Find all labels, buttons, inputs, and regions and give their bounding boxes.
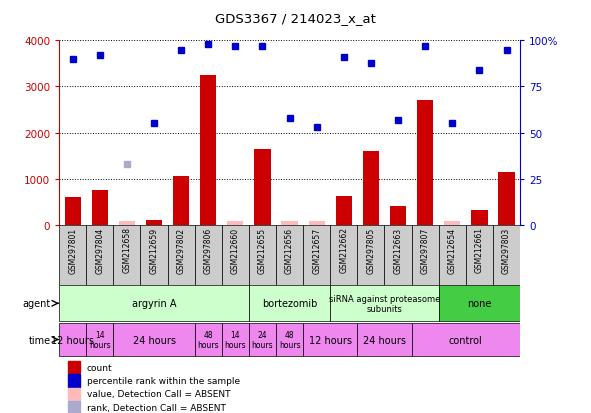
Text: 48
hours: 48 hours xyxy=(197,330,219,349)
Text: GSM297802: GSM297802 xyxy=(177,227,186,273)
Text: GSM212661: GSM212661 xyxy=(475,227,484,273)
Text: GSM297805: GSM297805 xyxy=(366,227,375,273)
Bar xyxy=(113,225,141,285)
Bar xyxy=(303,225,330,285)
Bar xyxy=(194,323,222,356)
Bar xyxy=(358,225,385,285)
Bar xyxy=(69,388,80,400)
Text: bortezomib: bortezomib xyxy=(262,299,317,309)
Bar xyxy=(330,225,358,285)
Text: control: control xyxy=(449,335,483,345)
Bar xyxy=(69,401,80,413)
Text: 24
hours: 24 hours xyxy=(252,330,273,349)
Bar xyxy=(249,286,330,321)
Bar xyxy=(363,152,379,225)
Bar xyxy=(330,286,439,321)
Bar xyxy=(336,197,352,225)
Text: 14
hours: 14 hours xyxy=(89,330,111,349)
Text: GSM212663: GSM212663 xyxy=(394,227,402,273)
Bar xyxy=(249,323,276,356)
Bar xyxy=(194,225,222,285)
Text: 12 hours: 12 hours xyxy=(309,335,352,345)
Bar xyxy=(227,221,243,225)
Text: GSM212660: GSM212660 xyxy=(231,227,240,273)
Text: GSM212657: GSM212657 xyxy=(312,227,321,273)
Bar xyxy=(276,323,303,356)
Bar xyxy=(146,221,162,225)
Bar xyxy=(276,225,303,285)
Bar xyxy=(92,191,108,225)
Bar xyxy=(222,225,249,285)
Text: 12 hours: 12 hours xyxy=(51,335,94,345)
Bar xyxy=(254,149,271,225)
Text: GSM297806: GSM297806 xyxy=(204,227,213,273)
Bar xyxy=(173,177,189,225)
Text: 24 hours: 24 hours xyxy=(132,335,176,345)
Bar xyxy=(64,197,81,225)
Bar xyxy=(411,225,439,285)
Text: value, Detection Call = ABSENT: value, Detection Call = ABSENT xyxy=(87,389,230,399)
Bar xyxy=(69,375,80,387)
Bar xyxy=(119,221,135,225)
Text: rank, Detection Call = ABSENT: rank, Detection Call = ABSENT xyxy=(87,403,226,412)
Bar xyxy=(59,286,249,321)
Text: GSM212658: GSM212658 xyxy=(122,227,131,273)
Bar xyxy=(86,323,113,356)
Bar xyxy=(281,221,298,225)
Bar xyxy=(439,225,466,285)
Bar xyxy=(390,206,406,225)
Bar xyxy=(444,221,460,225)
Text: GSM212656: GSM212656 xyxy=(285,227,294,273)
Text: agent: agent xyxy=(22,299,51,309)
Text: none: none xyxy=(467,299,492,309)
Bar xyxy=(249,225,276,285)
Text: GSM297804: GSM297804 xyxy=(95,227,104,273)
Text: argyrin A: argyrin A xyxy=(132,299,176,309)
Bar xyxy=(222,323,249,356)
Bar xyxy=(309,221,325,225)
Text: percentile rank within the sample: percentile rank within the sample xyxy=(87,376,240,385)
Bar xyxy=(471,210,488,225)
Text: GSM212655: GSM212655 xyxy=(258,227,267,273)
Text: GSM212659: GSM212659 xyxy=(150,227,158,273)
Text: GSM297801: GSM297801 xyxy=(68,227,77,273)
Bar xyxy=(439,286,520,321)
Bar xyxy=(466,225,493,285)
Text: 14
hours: 14 hours xyxy=(225,330,246,349)
Bar xyxy=(493,225,520,285)
Text: GSM297803: GSM297803 xyxy=(502,227,511,273)
Bar xyxy=(358,323,411,356)
Text: count: count xyxy=(87,363,112,372)
Text: siRNA against proteasome
subunits: siRNA against proteasome subunits xyxy=(329,294,440,313)
Bar xyxy=(59,225,86,285)
Text: GSM212654: GSM212654 xyxy=(448,227,457,273)
Bar xyxy=(141,225,168,285)
Text: 48
hours: 48 hours xyxy=(279,330,300,349)
Bar xyxy=(86,225,113,285)
Bar xyxy=(69,361,80,373)
Text: GSM212662: GSM212662 xyxy=(339,227,348,273)
Text: 24 hours: 24 hours xyxy=(363,335,406,345)
Bar xyxy=(59,323,86,356)
Bar xyxy=(411,323,520,356)
Bar xyxy=(168,225,194,285)
Bar xyxy=(498,172,515,225)
Text: GSM297807: GSM297807 xyxy=(421,227,430,273)
Bar xyxy=(385,225,411,285)
Bar xyxy=(417,101,433,225)
Bar xyxy=(113,323,194,356)
Bar xyxy=(200,76,216,225)
Bar xyxy=(303,323,358,356)
Text: time: time xyxy=(29,335,51,345)
Text: GDS3367 / 214023_x_at: GDS3367 / 214023_x_at xyxy=(215,12,376,25)
